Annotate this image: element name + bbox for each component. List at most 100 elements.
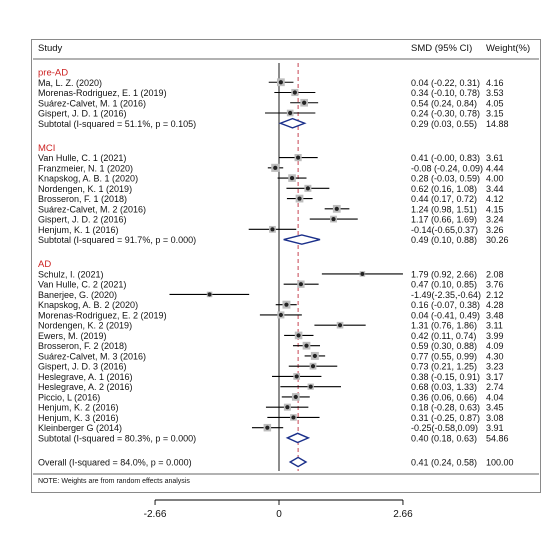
study-ci-text: 0.16 (-0.07, 0.38) — [411, 300, 480, 310]
study-label: Nordengen, K. 2 (2019) — [38, 321, 132, 331]
subtotal-diamond — [283, 234, 321, 245]
study-weight: 3.24 — [486, 215, 504, 225]
point-estimate — [312, 353, 317, 359]
study-label: Van Hulle, C. 2 (2021) — [38, 280, 126, 290]
subtotal-label: Subtotal (I-squared = 91.7%, p = 0.000) — [38, 235, 196, 245]
study-label: Heslegrave, A. 2 (2016) — [38, 382, 133, 392]
point-estimate — [308, 384, 313, 389]
point-estimate — [304, 343, 309, 348]
study-label: Brosseron, F. 1 (2018) — [38, 194, 127, 204]
study-ci-text: 0.41 (-0.00, 0.83) — [411, 153, 480, 163]
subtotal-label: Subtotal (I-squared = 80.3%, p = 0.000) — [38, 433, 196, 443]
point-estimate — [331, 216, 336, 222]
study-ci-text: -0.14(-0.65,0.37) — [411, 225, 478, 235]
study-ci-text: 0.34 (-0.10, 0.78) — [411, 88, 480, 98]
header-weight: Weight(%) — [486, 43, 530, 54]
study-ci-text: 0.31 (-0.25, 0.87) — [411, 413, 480, 423]
study-label: Gispert, J. D. 2 (2016) — [38, 215, 127, 225]
point-estimate — [278, 312, 283, 318]
plot-frame — [31, 39, 541, 493]
point-estimate — [294, 374, 299, 379]
study-label: Morenas-Rodriguez, E. 2 (2019) — [38, 310, 167, 320]
study-ci-text: 0.73 (0.21, 1.25) — [411, 362, 477, 372]
study-weight: 4.15 — [486, 204, 504, 214]
study-weight: 3.48 — [486, 310, 504, 320]
study-label: Banerjee, G. (2020) — [38, 290, 117, 300]
study-ci-text: 1.31 (0.76, 1.86) — [411, 321, 477, 331]
study-ci-text: 0.38 (-0.15, 0.91) — [411, 372, 480, 382]
study-label: Henjum, K. 2 (2016) — [38, 403, 119, 413]
study-ci-text: 0.68 (0.03, 1.33) — [411, 382, 477, 392]
point-estimate — [284, 302, 289, 307]
x-tick-label: 2.66 — [393, 509, 413, 520]
study-weight: 3.08 — [486, 413, 504, 423]
x-tick-label: -2.66 — [144, 509, 167, 520]
study-ci-text: 0.44 (0.17, 0.72) — [411, 194, 477, 204]
subtotal-diamond — [278, 117, 307, 129]
study-weight: 3.17 — [486, 372, 504, 382]
study-ci-text: 0.18 (-0.28, 0.63) — [411, 403, 480, 413]
study-label: Gispert, J. D. 1 (2016) — [38, 109, 127, 119]
subtotal-weight: 14.88 — [486, 119, 509, 129]
overall-ci-text: 0.41 (0.24, 0.58) — [411, 457, 477, 467]
point-estimate — [305, 186, 310, 191]
study-label: Henjum, K. 3 (2016) — [38, 413, 119, 423]
study-weight: 3.61 — [486, 153, 504, 163]
point-estimate — [296, 155, 301, 160]
study-ci-text: 0.62 (0.16, 1.08) — [411, 184, 477, 194]
subtotal-ci-text: 0.40 (0.18, 0.63) — [411, 433, 477, 443]
study-ci-text: -0.08 (-0.24, 0.09) — [411, 163, 483, 173]
study-weight: 4.16 — [486, 78, 504, 88]
subtotal-ci-text: 0.29 (0.03, 0.55) — [411, 119, 477, 129]
header-smd-ci: SMD (95% CI) — [411, 43, 472, 54]
study-ci-text: 0.47 (0.10, 0.85) — [411, 280, 477, 290]
study-weight: 3.23 — [486, 362, 504, 372]
study-label: Henjum, K. 1 (2016) — [38, 225, 119, 235]
subtotal-ci-text: 0.49 (0.10, 0.88) — [411, 235, 477, 245]
subtotal-label: Subtotal (I-squared = 51.1%, p = 0.105) — [38, 119, 196, 129]
study-weight: 2.74 — [486, 382, 504, 392]
study-label: Ewers, M. (2019) — [38, 331, 107, 341]
header-study: Study — [38, 43, 63, 54]
study-ci-text: -1.49(-2.35,-0.64) — [411, 290, 481, 300]
study-weight: 3.91 — [486, 423, 504, 433]
point-estimate — [285, 405, 290, 410]
study-weight: 4.30 — [486, 351, 504, 361]
overall-weight: 100.00 — [486, 457, 514, 467]
study-label: Knapskog, A. B. 1 (2020) — [38, 174, 138, 184]
study-ci-text: 0.54 (0.24, 0.84) — [411, 98, 477, 108]
study-ci-text: 0.59 (0.30, 0.88) — [411, 341, 477, 351]
study-label: Suárez-Calvet, M. 2 (2016) — [38, 204, 146, 214]
study-weight: 4.00 — [486, 174, 504, 184]
study-weight: 4.44 — [486, 163, 504, 173]
point-estimate — [270, 227, 275, 232]
study-label: Piccio, L (2016) — [38, 392, 100, 402]
point-estimate — [337, 323, 343, 328]
study-ci-text: 0.04 (-0.22, 0.31) — [411, 78, 480, 88]
point-estimate — [334, 206, 339, 211]
study-weight: 4.04 — [486, 392, 504, 402]
study-weight: 3.76 — [486, 280, 504, 290]
group-label-ad: AD — [38, 259, 51, 270]
study-ci-text: 0.24 (-0.30, 0.78) — [411, 109, 480, 119]
point-estimate — [288, 110, 293, 116]
study-ci-text: 0.04 (-0.41, 0.49) — [411, 310, 480, 320]
study-ci-text: 1.24 (0.98, 1.51) — [411, 204, 477, 214]
study-label: Ma, L. Z. (2020) — [38, 78, 102, 88]
study-weight: 4.28 — [486, 300, 504, 310]
study-ci-text: 0.77 (0.55, 0.99) — [411, 351, 477, 361]
study-weight: 2.12 — [486, 290, 504, 300]
study-label: Schulz, I. (2021) — [38, 269, 104, 279]
study-ci-text: 0.36 (0.06, 0.66) — [411, 392, 477, 402]
study-label: Heslegrave, A. 1 (2016) — [38, 372, 133, 382]
study-weight: 3.26 — [486, 225, 504, 235]
point-estimate — [296, 333, 301, 338]
study-weight: 2.08 — [486, 269, 504, 279]
study-weight: 3.99 — [486, 331, 504, 341]
study-ci-text: 0.28 (-0.03, 0.59) — [411, 174, 480, 184]
point-estimate — [298, 282, 304, 287]
study-weight: 4.09 — [486, 341, 504, 351]
study-label: Franzmeier, N. 1 (2020) — [38, 163, 133, 173]
study-label: Brosseron, F. 2 (2018) — [38, 341, 127, 351]
point-estimate — [291, 415, 296, 420]
